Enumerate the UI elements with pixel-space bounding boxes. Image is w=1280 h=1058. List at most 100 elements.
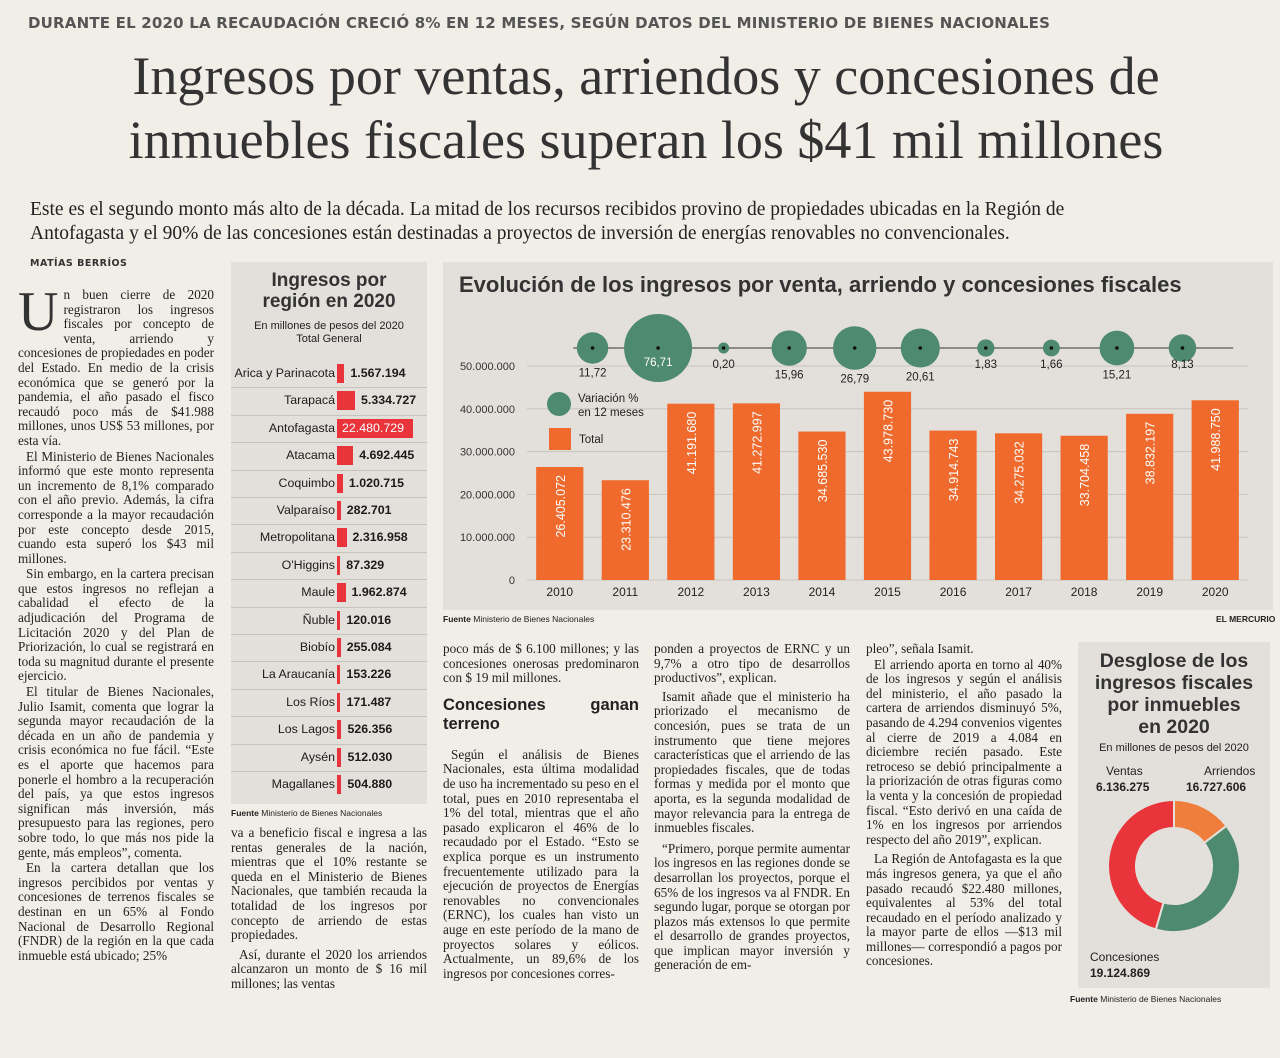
region-value: 153.226 — [346, 667, 392, 682]
article-column-3: poco más de $ 6.100 millones; y las conc… — [443, 641, 639, 982]
bar — [863, 391, 912, 580]
article-paragraph: va a beneficio fiscal e ingresa a las re… — [231, 825, 427, 943]
region-value: 526.356 — [347, 722, 393, 737]
region-bar — [337, 720, 342, 740]
donut-unit: En millones de pesos del 2020 — [1099, 742, 1249, 754]
donut-slice-arriendos — [1154, 824, 1241, 933]
bar — [732, 403, 781, 580]
dropcap: U — [18, 288, 59, 343]
region-name: Maule — [301, 585, 335, 600]
x-tick-label: 2019 — [1136, 585, 1163, 599]
region-bar — [337, 446, 354, 466]
region-name: Los Ríos — [286, 694, 335, 709]
variation-dot — [721, 346, 726, 350]
region-divider — [231, 606, 427, 608]
region-bar — [337, 638, 341, 657]
x-tick-label: 2016 — [940, 585, 967, 599]
bar-value-label: 43.978.730 — [882, 400, 896, 463]
region-row: Aysén 512.030 — [231, 744, 427, 771]
region-name: Magallanes — [271, 777, 335, 791]
region-bar — [337, 747, 342, 767]
bar-value-label: 38.832.197 — [1144, 422, 1158, 485]
variation-label: 1,83 — [975, 359, 997, 371]
bar — [1060, 435, 1108, 580]
evolution-source: Fuente Ministerio de Bienes Nacionales — [443, 614, 595, 624]
article-paragraph: El titular de Bienes Nacionales, Julio I… — [18, 684, 214, 860]
ventas-label: Ventas — [1106, 764, 1143, 778]
region-row: La Araucanía 153.226 — [231, 661, 427, 688]
region-bar — [337, 501, 341, 520]
bar-value-label: 34.914.743 — [947, 439, 961, 502]
region-box: Ingresos por región en 2020 En millones … — [231, 262, 427, 804]
headline-line-1: Ingresos por ventas, arriendos y concesi… — [132, 46, 1160, 106]
bar-value-label: 23.310.476 — [619, 488, 633, 551]
legend-total-label: Total — [579, 434, 603, 446]
region-name: Valparaíso — [276, 503, 335, 517]
bar — [1191, 400, 1239, 580]
region-divider — [231, 688, 427, 690]
region-divider — [231, 442, 427, 444]
region-value: 255.084 — [346, 640, 392, 654]
region-value: 282.701 — [346, 503, 392, 517]
region-value: 2.316.958 — [352, 530, 408, 545]
x-tick-label: 2020 — [1202, 585, 1229, 599]
article-paragraph: ponden a proyectos de ERNC y un 9,7% a o… — [654, 641, 850, 686]
variation-dot — [852, 346, 857, 350]
region-bar — [337, 473, 343, 493]
article-column-5: pleo”, señala Isamit. El arriendo aporta… — [866, 641, 1062, 970]
region-bar — [337, 665, 341, 685]
credit: EL MERCURIO — [1216, 614, 1276, 624]
region-row: Magallanes 504.880 — [231, 771, 427, 798]
variation-label: 76,71 — [644, 357, 673, 369]
region-bar — [337, 555, 341, 575]
region-name: Metropolitana — [259, 530, 335, 545]
x-tick-label: 2010 — [546, 585, 573, 599]
donut-chart — [1107, 798, 1241, 933]
arriendos-label: Arriendos — [1204, 764, 1256, 778]
ventas-value: 6.136.275 — [1096, 780, 1150, 794]
region-row: Ñuble 120.016 — [231, 607, 427, 634]
region-row: Antofagasta 22.480.729 — [231, 415, 427, 442]
y-tick-label: 10.000.000 — [460, 532, 515, 544]
region-bar — [337, 391, 355, 411]
bar — [667, 403, 715, 580]
region-row: Los Ríos 171.487 — [231, 689, 427, 716]
bar-value-label: 34.275.032 — [1013, 441, 1027, 504]
variation-label: 20,61 — [906, 372, 935, 384]
variation-dot — [787, 346, 791, 350]
region-row: Atacama 4.692.445 — [231, 442, 427, 469]
region-name: Coquimbo — [278, 475, 335, 490]
region-row: Los Lagos 526.356 — [231, 716, 427, 743]
legend-variation-label: en 12 meses — [578, 407, 644, 419]
bar — [929, 430, 977, 580]
region-value: 87.329 — [346, 557, 385, 572]
region-divider — [231, 414, 427, 416]
headline-line-2: inmuebles fiscales superan los $41 mil m… — [128, 110, 1164, 170]
region-name: Tarapacá — [284, 393, 335, 408]
variation-dot — [1049, 346, 1054, 350]
article-column-2: va a beneficio fiscal e ingresa a las re… — [231, 825, 427, 993]
bar — [536, 466, 584, 580]
bar — [1126, 413, 1174, 580]
bar-value-label: 41.272.997 — [750, 411, 764, 474]
byline: MATÍAS BERRÍOS — [30, 258, 128, 269]
kicker: DURANTE EL 2020 LA RECAUDACIÓN CRECIÓ 8%… — [28, 14, 1051, 32]
y-tick-label: 40.000.000 — [460, 404, 515, 416]
bar-value-label: 34.685.530 — [816, 439, 830, 502]
bar-value-label: 41.191.680 — [685, 412, 699, 475]
region-value: 1.962.874 — [351, 585, 407, 600]
article-column-4: ponden a proyectos de ERNC y un 9,7% a o… — [654, 641, 850, 974]
region-divider — [231, 551, 427, 553]
region-bar — [337, 610, 341, 630]
region-bar — [337, 692, 341, 712]
region-row: Tarapacá 5.334.727 — [231, 387, 427, 414]
variation-dot — [590, 346, 595, 350]
donut-title: Desglose de los ingresos fiscales por in… — [1094, 650, 1254, 738]
y-tick-label: 50.000.000 — [460, 361, 515, 373]
region-divider — [231, 579, 427, 581]
region-source: Fuente Ministerio de Bienes Nacionales — [231, 808, 383, 818]
article-paragraph: El arriendo aporta en torno al 40% de lo… — [866, 656, 1062, 847]
region-name: Ñuble — [302, 612, 335, 627]
variation-label: 11,72 — [579, 368, 607, 380]
